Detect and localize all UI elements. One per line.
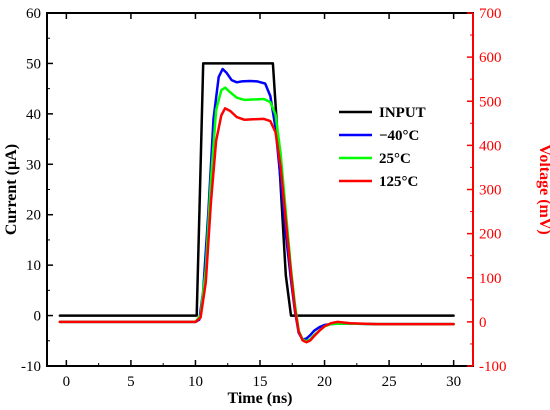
- y-tick-label: 10: [26, 258, 41, 274]
- series-line-input: [58, 62, 455, 317]
- y-tick-label: 20: [26, 208, 41, 224]
- legend: INPUT −40°C 25°C 125°C: [339, 105, 426, 190]
- y-tick-label: 60: [26, 6, 41, 22]
- legend-label: −40°C: [379, 128, 419, 144]
- y2-tick-label: 500: [479, 94, 502, 110]
- y-tick-label: -10: [21, 359, 41, 375]
- y-tick-label: 40: [26, 107, 41, 123]
- y-tick-label: 50: [26, 56, 41, 72]
- x-tick-label: 0: [63, 374, 71, 390]
- legend-label: INPUT: [379, 105, 426, 121]
- y2-tick-label: 700: [479, 6, 502, 22]
- series-line-25c: [58, 86, 455, 343]
- legend-label: 25°C: [379, 151, 411, 167]
- series-layer: [58, 62, 455, 344]
- y2-tick-label: 400: [479, 138, 502, 154]
- y2-axis-title: Voltage (mV): [536, 144, 550, 235]
- x-axis-title: Time (ns): [227, 390, 292, 407]
- y2-tick-label: -100: [479, 359, 507, 375]
- y2-tick-label: 100: [479, 271, 502, 287]
- x-tick-label: 20: [317, 374, 332, 390]
- y-axis-title: Current (µA): [3, 144, 20, 235]
- series-line-125c: [58, 107, 455, 344]
- series-line-40c: [58, 67, 455, 341]
- y-tick-label: 30: [26, 157, 41, 173]
- y2-tick-label: 200: [479, 227, 502, 243]
- x-tick-label: 30: [446, 374, 461, 390]
- x-tick-label: 5: [127, 374, 135, 390]
- y-tick-label: 0: [34, 309, 42, 325]
- y2-tick-label: 600: [479, 50, 502, 66]
- x-tick-label: 10: [188, 374, 203, 390]
- ticks-layer: 0 5 10 15 20 25 30-100102030405060-10001002003…: [21, 6, 507, 390]
- x-tick-label: 15: [253, 374, 268, 390]
- legend-label: 125°C: [379, 174, 418, 190]
- x-tick-label: 25: [382, 374, 397, 390]
- y2-tick-label: 0: [479, 315, 487, 331]
- y2-tick-label: 300: [479, 183, 502, 199]
